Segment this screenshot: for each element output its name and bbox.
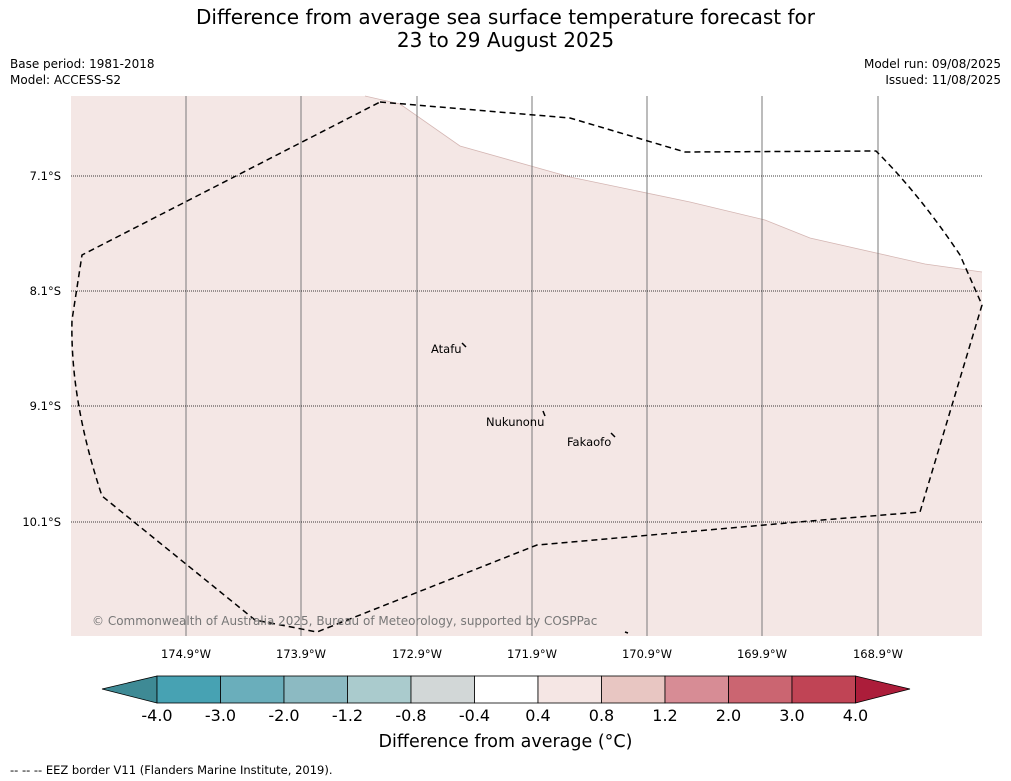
no-data-edge	[364, 95, 983, 273]
meta-right: Model run: 09/08/2025 Issued: 11/08/2025	[864, 56, 1001, 88]
place-label-atafu: Atafu	[431, 342, 462, 356]
colorbar-bin	[537, 675, 602, 704]
colorbar-tick-label: -3.0	[204, 706, 237, 725]
colorbar-bin	[791, 675, 856, 704]
base-period: Base period: 1981-2018	[10, 57, 155, 71]
colorbar-extend-low	[101, 675, 158, 704]
colorbar-extend-high	[855, 675, 911, 704]
lat-label: 10.1°S	[22, 515, 61, 529]
page-title: Difference from average sea surface temp…	[0, 6, 1011, 52]
eez-footnote: -- -- -- EEZ border V11 (Flanders Marine…	[10, 763, 333, 777]
colorbar-tick-label: -1.2	[331, 706, 364, 725]
title-line-1: Difference from average sea surface temp…	[195, 5, 815, 29]
colorbar-bin	[283, 675, 348, 704]
colorbar-bin	[347, 675, 412, 704]
colorbar-bin	[664, 675, 729, 704]
lon-label: 169.9°W	[736, 647, 788, 661]
lon-label: 174.9°W	[160, 647, 212, 661]
title-line-2: 23 to 29 August 2025	[396, 28, 615, 52]
colorbar-tick-label: 0.4	[525, 706, 551, 725]
meta-left: Base period: 1981-2018 Model: ACCESS-S2	[10, 56, 155, 88]
colorbar-tick-label: -2.0	[268, 706, 300, 725]
longitude-gridlines	[185, 96, 879, 636]
place-label-fakaofo: Fakaofo	[567, 435, 612, 449]
colorbar-tick-label: 1.2	[652, 706, 678, 725]
colorbar	[101, 675, 911, 704]
lat-label: 7.1°S	[29, 169, 61, 183]
swains-marker	[624, 631, 629, 634]
no-data-region	[365, 96, 982, 272]
copyright-notice: © Commonwealth of Australia 2025, Bureau…	[92, 614, 598, 628]
lat-label: 9.1°S	[29, 399, 61, 413]
colorbar-tick-label: -0.4	[458, 706, 491, 725]
colorbar-tick-label: 3.0	[779, 706, 805, 725]
model-run: Model run: 09/08/2025	[863, 57, 1001, 71]
colorbar-tick-label: 4.0	[842, 706, 869, 725]
atafu-atoll	[461, 342, 467, 348]
model-name: Model: ACCESS-S2	[10, 73, 122, 87]
colorbar-bin	[220, 675, 285, 704]
eez-border	[71, 101, 983, 633]
lon-label: 170.9°W	[621, 647, 673, 661]
lon-label: 173.9°W	[275, 647, 327, 661]
colorbar-bin	[601, 675, 666, 704]
nukunonu-atoll	[542, 410, 546, 417]
colorbar-tick-label: 2.0	[715, 706, 742, 725]
colorbar-tick-label: -0.8	[395, 706, 427, 725]
colorbar-tick-label: 0.8	[588, 706, 615, 725]
colorbar-title: Difference from average (°C)	[378, 732, 633, 752]
colorbar-tick-label: -4.0	[141, 706, 173, 725]
lon-label: 171.9°W	[506, 647, 558, 661]
fakaofo-atoll	[610, 432, 616, 438]
lat-label: 8.1°S	[29, 284, 61, 298]
colorbar-bin	[474, 675, 539, 704]
lon-label: 172.9°W	[391, 647, 443, 661]
colorbar-bin	[156, 675, 221, 704]
issued-date: Issued: 11/08/2025	[885, 73, 1001, 87]
lon-label: 168.9°W	[852, 647, 904, 661]
place-label-nukunonu: Nukunonu	[486, 415, 545, 429]
colorbar-bin	[728, 675, 793, 704]
colorbar-bin	[410, 675, 475, 704]
